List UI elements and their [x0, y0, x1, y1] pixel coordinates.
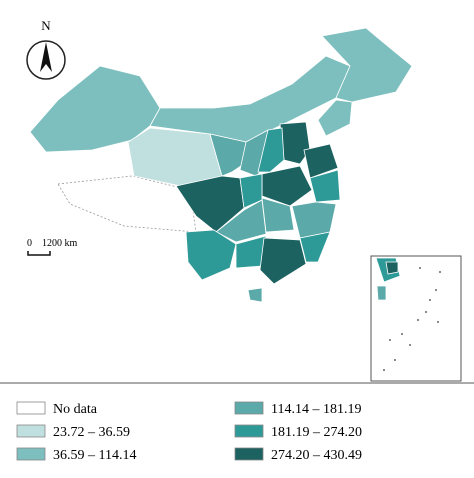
legend-swatch [16, 424, 46, 438]
region [291, 201, 337, 239]
region [303, 143, 339, 179]
scale-bar: 0 1200 km [27, 238, 78, 256]
region [299, 231, 331, 263]
compass: N [26, 18, 66, 80]
legend-swatch [16, 447, 46, 461]
region [247, 287, 263, 303]
region [385, 261, 399, 275]
legend-swatch [16, 401, 46, 415]
legend: No data 23.72 – 36.59 36.59 – 114.14 114.14… [16, 401, 362, 463]
scale-end: 1200 km [42, 238, 78, 249]
legend-label: 274.20 – 430.49 [271, 448, 362, 463]
legend-label: 181.19 – 274.20 [271, 425, 362, 440]
map [29, 27, 413, 303]
region [259, 237, 307, 285]
legend-swatch [234, 447, 264, 461]
legend-swatch [234, 401, 264, 415]
region [376, 285, 387, 301]
inset-frame [370, 255, 462, 382]
legend-label: 36.59 – 114.14 [53, 448, 136, 463]
legend-swatch [234, 424, 264, 438]
islands [383, 267, 441, 371]
legend-label: No data [53, 402, 98, 417]
region [257, 127, 285, 173]
compass-label: N [41, 18, 51, 33]
region [309, 169, 341, 203]
legend-label: 114.14 – 181.19 [271, 402, 361, 417]
region [321, 27, 413, 103]
region [215, 199, 267, 243]
region [149, 55, 351, 143]
region [185, 229, 237, 281]
scale-start: 0 [27, 238, 32, 249]
legend-label: 23.72 – 36.59 [53, 425, 130, 440]
region [317, 99, 353, 137]
